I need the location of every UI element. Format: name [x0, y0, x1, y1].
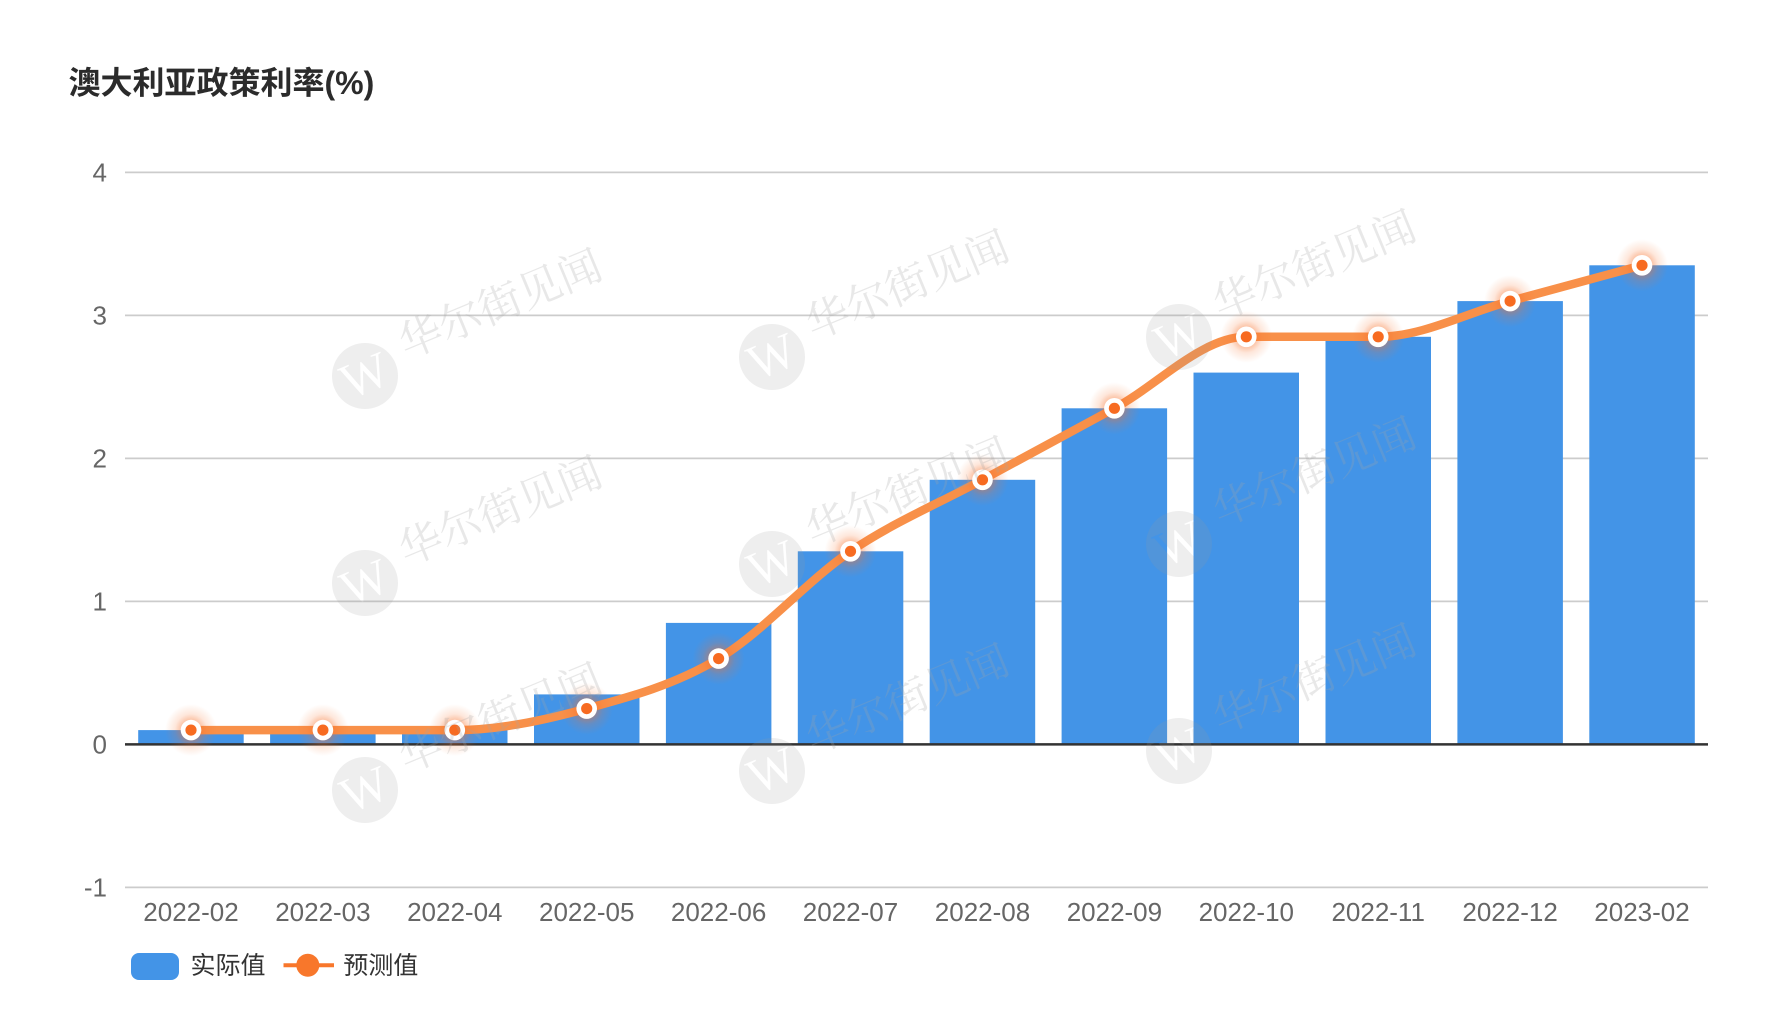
svg-text:4: 4 [93, 157, 107, 187]
svg-text:2023-02: 2023-02 [1594, 897, 1689, 927]
svg-text:2022-11: 2022-11 [1331, 897, 1425, 927]
svg-text:2022-10: 2022-10 [1199, 897, 1294, 927]
svg-text:1: 1 [93, 586, 107, 616]
svg-text:2022-03: 2022-03 [275, 897, 370, 927]
svg-text:2022-09: 2022-09 [1067, 897, 1162, 927]
svg-text:2022-05: 2022-05 [539, 897, 634, 927]
svg-text:3: 3 [93, 300, 107, 330]
svg-text:2022-12: 2022-12 [1462, 897, 1557, 927]
svg-text:-1: -1 [84, 872, 107, 902]
svg-text:2022-08: 2022-08 [935, 897, 1030, 927]
svg-text:2: 2 [93, 443, 107, 473]
svg-text:2022-02: 2022-02 [143, 897, 238, 927]
svg-text:2022-06: 2022-06 [671, 897, 766, 927]
svg-text:0: 0 [93, 729, 107, 759]
svg-text:2022-07: 2022-07 [803, 897, 898, 927]
svg-text:2022-04: 2022-04 [407, 897, 502, 927]
svg-text:(%): (%) [325, 65, 375, 101]
